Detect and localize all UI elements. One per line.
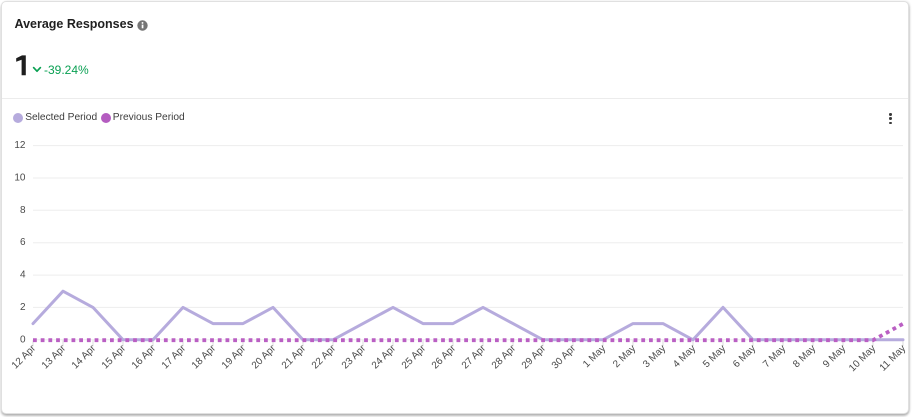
svg-text:16 Apr: 16 Apr: [130, 343, 159, 372]
svg-text:12 Apr: 12 Apr: [10, 343, 39, 372]
svg-text:29 Apr: 29 Apr: [520, 343, 549, 372]
svg-text:28 Apr: 28 Apr: [490, 343, 519, 372]
svg-text:6 May: 6 May: [731, 343, 758, 370]
svg-text:26 Apr: 26 Apr: [430, 343, 459, 372]
svg-text:27 Apr: 27 Apr: [460, 343, 489, 372]
svg-text:23 Apr: 23 Apr: [340, 343, 369, 372]
svg-text:8 May: 8 May: [791, 343, 818, 370]
svg-text:19 Apr: 19 Apr: [220, 343, 249, 372]
svg-text:14 Apr: 14 Apr: [70, 343, 99, 372]
svg-text:30 Apr: 30 Apr: [550, 343, 579, 372]
svg-text:10 May: 10 May: [847, 343, 878, 374]
svg-text:12: 12: [14, 140, 26, 151]
svg-text:18 Apr: 18 Apr: [190, 343, 219, 372]
svg-text:9 May: 9 May: [821, 343, 848, 370]
svg-text:20 Apr: 20 Apr: [250, 343, 279, 372]
svg-text:15 Apr: 15 Apr: [100, 343, 129, 372]
svg-text:1 May: 1 May: [581, 343, 608, 370]
svg-text:8: 8: [20, 205, 26, 216]
svg-text:2 May: 2 May: [611, 343, 638, 370]
svg-text:4 May: 4 May: [671, 343, 698, 370]
svg-text:21 Apr: 21 Apr: [280, 343, 309, 372]
svg-text:2: 2: [20, 302, 26, 313]
svg-text:3 May: 3 May: [641, 343, 668, 370]
svg-text:11 May: 11 May: [878, 343, 908, 373]
svg-text:17 Apr: 17 Apr: [160, 343, 189, 372]
svg-text:10: 10: [14, 173, 26, 184]
svg-text:5 May: 5 May: [701, 343, 728, 370]
svg-text:22 Apr: 22 Apr: [310, 343, 339, 372]
svg-text:24 Apr: 24 Apr: [370, 343, 399, 372]
svg-text:25 Apr: 25 Apr: [400, 343, 429, 372]
svg-text:7 May: 7 May: [761, 343, 788, 370]
svg-text:6: 6: [20, 237, 26, 248]
svg-text:13 Apr: 13 Apr: [40, 343, 69, 372]
svg-text:0: 0: [20, 334, 26, 345]
svg-text:4: 4: [20, 270, 26, 281]
